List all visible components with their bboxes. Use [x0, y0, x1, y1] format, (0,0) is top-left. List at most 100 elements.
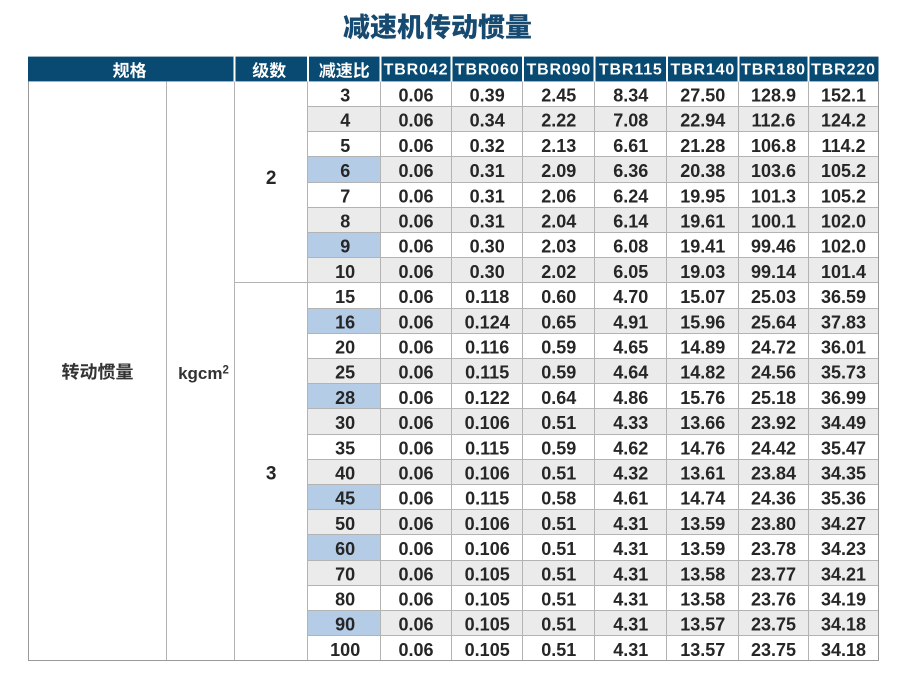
svg-text:100.1: 100.1	[751, 212, 796, 232]
svg-text:0.06: 0.06	[398, 539, 433, 559]
svg-text:34.18: 34.18	[821, 615, 866, 635]
svg-text:6.08: 6.08	[613, 237, 648, 257]
svg-text:0.106: 0.106	[465, 413, 510, 433]
svg-text:0.118: 0.118	[465, 287, 509, 307]
svg-text:23.84: 23.84	[751, 464, 796, 484]
svg-text:0.06: 0.06	[398, 640, 433, 660]
svg-text:27.50: 27.50	[680, 86, 725, 106]
svg-text:0.06: 0.06	[398, 464, 433, 484]
svg-text:0.31: 0.31	[470, 186, 505, 206]
svg-text:34.23: 34.23	[821, 539, 866, 559]
svg-text:35.73: 35.73	[821, 363, 866, 383]
svg-text:0.124: 0.124	[465, 312, 510, 332]
svg-text:34.19: 34.19	[821, 590, 866, 610]
svg-text:101.4: 101.4	[821, 262, 866, 282]
svg-text:23.92: 23.92	[751, 413, 796, 433]
svg-text:60: 60	[335, 539, 355, 559]
svg-text:24.72: 24.72	[751, 338, 796, 358]
svg-text:8: 8	[340, 212, 350, 232]
svg-text:0.06: 0.06	[398, 111, 433, 131]
svg-text:6.05: 6.05	[613, 262, 648, 282]
svg-text:28: 28	[335, 388, 355, 408]
svg-text:23.78: 23.78	[751, 539, 796, 559]
svg-text:36.59: 36.59	[821, 287, 866, 307]
svg-text:37.83: 37.83	[821, 312, 866, 332]
svg-text:4.70: 4.70	[613, 287, 648, 307]
svg-text:0.39: 0.39	[470, 86, 505, 106]
svg-text:2.03: 2.03	[541, 237, 576, 257]
svg-text:35.36: 35.36	[821, 489, 866, 509]
svg-text:6.61: 6.61	[613, 136, 648, 156]
svg-text:0.58: 0.58	[541, 489, 576, 509]
svg-text:24.36: 24.36	[751, 489, 796, 509]
svg-text:14.74: 14.74	[680, 489, 725, 509]
svg-text:2.09: 2.09	[541, 161, 576, 181]
svg-text:4.61: 4.61	[613, 489, 648, 509]
svg-text:35.47: 35.47	[821, 438, 866, 458]
svg-text:0.122: 0.122	[465, 388, 510, 408]
svg-text:0.06: 0.06	[398, 86, 433, 106]
svg-text:34.21: 34.21	[821, 564, 866, 584]
svg-text:0.06: 0.06	[398, 287, 433, 307]
svg-text:0.30: 0.30	[470, 262, 505, 282]
svg-text:23.80: 23.80	[751, 514, 796, 534]
svg-text:13.58: 13.58	[680, 590, 725, 610]
svg-text:102.0: 102.0	[821, 212, 866, 232]
svg-text:0.59: 0.59	[541, 363, 576, 383]
svg-text:0.06: 0.06	[398, 262, 433, 282]
svg-text:14.89: 14.89	[680, 338, 725, 358]
svg-text:90: 90	[335, 615, 355, 635]
svg-text:4.31: 4.31	[613, 539, 648, 559]
svg-text:0.106: 0.106	[465, 514, 510, 534]
svg-text:kgcm2: kgcm2	[178, 364, 229, 383]
svg-text:0.06: 0.06	[398, 564, 433, 584]
svg-text:25.03: 25.03	[751, 287, 796, 307]
svg-text:105.2: 105.2	[821, 161, 866, 181]
svg-text:0.106: 0.106	[465, 539, 510, 559]
svg-text:23.75: 23.75	[751, 640, 796, 660]
svg-text:24.56: 24.56	[751, 363, 796, 383]
svg-text:0.105: 0.105	[465, 590, 510, 610]
svg-text:4.31: 4.31	[613, 564, 648, 584]
svg-text:0.51: 0.51	[541, 590, 576, 610]
svg-text:0.06: 0.06	[398, 615, 433, 635]
svg-text:25.18: 25.18	[751, 388, 796, 408]
svg-text:0.06: 0.06	[398, 161, 433, 181]
svg-text:114.2: 114.2	[821, 136, 865, 156]
svg-text:80: 80	[335, 590, 355, 610]
svg-text:16: 16	[335, 312, 355, 332]
svg-text:15.07: 15.07	[680, 287, 725, 307]
svg-text:36.01: 36.01	[821, 338, 866, 358]
svg-text:TBR140: TBR140	[670, 62, 735, 79]
svg-text:19.61: 19.61	[680, 212, 725, 232]
svg-text:4.64: 4.64	[613, 363, 648, 383]
svg-text:40: 40	[335, 464, 355, 484]
svg-text:6.14: 6.14	[613, 212, 648, 232]
svg-text:TBR042: TBR042	[384, 62, 449, 79]
svg-text:124.2: 124.2	[821, 111, 866, 131]
svg-text:0.31: 0.31	[470, 161, 505, 181]
svg-text:4.62: 4.62	[613, 438, 648, 458]
svg-text:0.06: 0.06	[398, 413, 433, 433]
svg-text:21.28: 21.28	[680, 136, 725, 156]
svg-text:2.02: 2.02	[541, 262, 576, 282]
svg-text:0.06: 0.06	[398, 438, 433, 458]
svg-text:45: 45	[335, 489, 355, 509]
svg-text:99.46: 99.46	[751, 237, 796, 257]
svg-text:13.59: 13.59	[680, 539, 725, 559]
svg-text:105.2: 105.2	[821, 186, 866, 206]
svg-text:0.51: 0.51	[541, 564, 576, 584]
svg-text:19.03: 19.03	[680, 262, 725, 282]
svg-text:0.65: 0.65	[541, 312, 576, 332]
svg-text:19.41: 19.41	[680, 237, 725, 257]
svg-text:15.76: 15.76	[680, 388, 725, 408]
svg-text:19.95: 19.95	[680, 186, 725, 206]
svg-text:0.116: 0.116	[465, 338, 509, 358]
svg-text:4: 4	[340, 111, 350, 131]
svg-text:0.06: 0.06	[398, 186, 433, 206]
svg-text:152.1: 152.1	[821, 86, 866, 106]
svg-text:13.61: 13.61	[680, 464, 725, 484]
svg-text:2: 2	[266, 168, 277, 189]
svg-text:6.36: 6.36	[613, 161, 648, 181]
svg-text:0.06: 0.06	[398, 312, 433, 332]
